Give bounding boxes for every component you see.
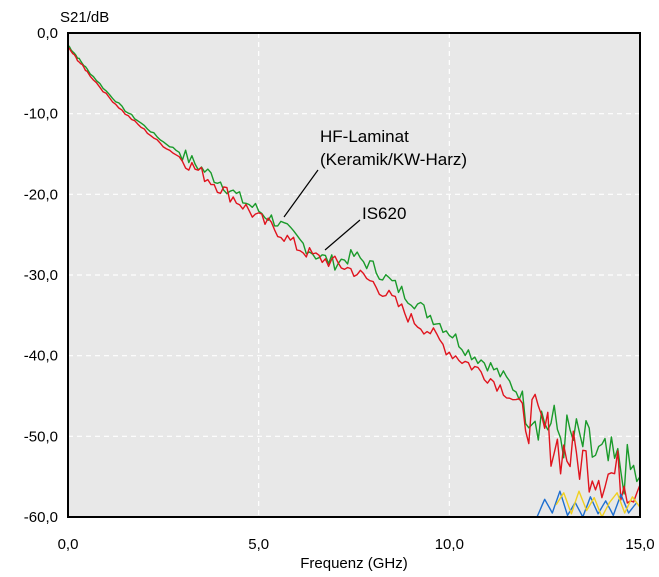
y-tick-label: -60,0 [24,509,58,526]
y-tick-label: -50,0 [24,428,58,445]
annotation-hf-laminat: HF-Laminat (Keramik/KW-Harz) [283,127,467,218]
y-tick-label: -30,0 [24,267,58,284]
annotation-hf-laminat-leader [283,169,319,218]
x-tick-labels: 0,0 5,0 10,0 15,0 [58,536,655,553]
series-layer [67,44,641,518]
x-axis-label: Frequenz (GHz) [300,555,408,572]
y-tick-label: -20,0 [24,186,58,203]
plot-frame [67,32,641,518]
y-tick-label: 0,0 [37,25,58,42]
annotation-hf-laminat-line1: HF-Laminat [320,127,409,146]
series-noise-3 [555,490,641,518]
x-tick-label: 15,0 [625,536,654,553]
y-tick-label: -40,0 [24,348,58,365]
y-tick-label: -10,0 [24,106,58,123]
annotation-is620-label: IS620 [362,204,406,223]
series-hf-laminat-keramik-kw-harz [67,44,641,495]
x-tick-label: 0,0 [58,536,79,553]
y-tick-labels: 0,0 -10,0 -20,0 -30,0 -40,0 -50,0 -60,0 [24,25,58,526]
series-is620 [67,46,641,504]
x-tick-label: 5,0 [248,536,269,553]
annotation-is620-leader [324,219,361,251]
annotation-hf-laminat-line2: (Keramik/KW-Harz) [320,150,467,169]
annotation-is620: IS620 [324,204,406,251]
y-axis-label: S21/dB [60,9,109,26]
x-tick-label: 10,0 [435,536,464,553]
